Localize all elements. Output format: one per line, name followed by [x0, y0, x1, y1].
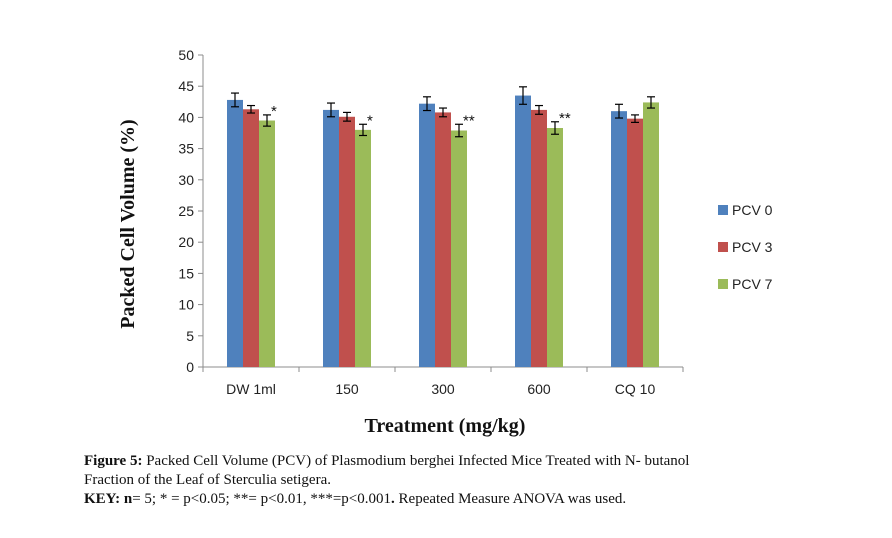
y-axis: 0 5 10 15 20 25 30 35 40 45 50: [178, 47, 204, 375]
key-text: = 5; * = p<0.05; **= p<0.01, ***=p<0.001: [132, 491, 392, 507]
bar: [227, 99, 243, 367]
bar: [435, 112, 451, 368]
x-tick-label: CQ 10: [615, 381, 656, 397]
bar: [243, 109, 259, 368]
legend-label: PCV 3: [732, 239, 773, 255]
y-tick-label: 5: [186, 328, 194, 344]
significance-marker: **: [559, 110, 571, 127]
x-axis-title: Treatment (mg/kg): [365, 415, 526, 437]
legend-swatch: [718, 279, 728, 289]
y-tick-label: 20: [178, 234, 194, 250]
figure-text: Packed Cell Volume (PCV) of Plasmodium b…: [142, 453, 690, 469]
legend-label: PCV 7: [732, 276, 773, 292]
bar: [547, 128, 563, 367]
y-tick-label: 35: [178, 141, 194, 157]
caption-line-2: Fraction of the Leaf of Sterculia setige…: [84, 471, 884, 490]
y-tick-label: 10: [178, 297, 194, 313]
y-tick-label: 40: [178, 109, 194, 125]
x-tick-label: 600: [527, 381, 551, 397]
y-tick-label: 45: [178, 78, 194, 94]
bar: [323, 109, 339, 368]
bar: [611, 111, 627, 367]
bar: [627, 118, 643, 367]
key-n-label: n: [120, 491, 133, 507]
legend-swatch: [718, 205, 728, 215]
y-axis-title: Packed Cell Volume (%): [117, 119, 139, 328]
bar: [451, 130, 467, 367]
caption-line-1: Figure 5: Packed Cell Volume (PCV) of Pl…: [84, 452, 884, 471]
x-axis: DW 1ml 150 300 600 CQ 10: [202, 366, 684, 397]
legend-swatch: [718, 242, 728, 252]
legend: PCV 0 PCV 3 PCV 7: [718, 202, 773, 292]
x-tick-label: 300: [431, 381, 455, 397]
key-dot: .: [391, 491, 395, 507]
significance-marker: **: [463, 112, 475, 129]
bar: [339, 116, 355, 367]
y-tick-label: 0: [186, 359, 194, 375]
y-tick-label: 50: [178, 47, 194, 63]
bar: [355, 129, 371, 367]
bars-group: ** ** **: [227, 86, 659, 368]
x-tick-label: 150: [335, 381, 359, 397]
y-tick-label: 30: [178, 172, 194, 188]
y-tick-label: 25: [178, 203, 194, 219]
bar: [515, 95, 531, 367]
y-tick-label: 15: [178, 265, 194, 281]
key-label: KEY:: [84, 491, 121, 507]
key-tail: Repeated Measure ANOVA was used.: [394, 491, 627, 507]
significance-marker: *: [367, 112, 373, 129]
figure-caption: Figure 5: Packed Cell Volume (PCV) of Pl…: [84, 452, 884, 509]
x-tick-label: DW 1ml: [226, 381, 276, 397]
legend-label: PCV 0: [732, 202, 773, 218]
bar: [419, 103, 435, 367]
significance-marker: *: [271, 103, 277, 120]
bar: [259, 120, 275, 368]
bar-chart: 0 5 10 15 20 25 30 35 40 45 50 DW 1ml 150 300 600 CQ 1…: [117, 47, 773, 437]
caption-key-line: KEY: n= 5; * = p<0.05; **= p<0.01, ***=p…: [84, 490, 884, 509]
bar: [643, 102, 659, 367]
figure-label: Figure 5:: [84, 453, 143, 469]
bar: [531, 109, 547, 368]
figure-text-line2: Fraction of the Leaf of Sterculia setige…: [84, 472, 331, 488]
